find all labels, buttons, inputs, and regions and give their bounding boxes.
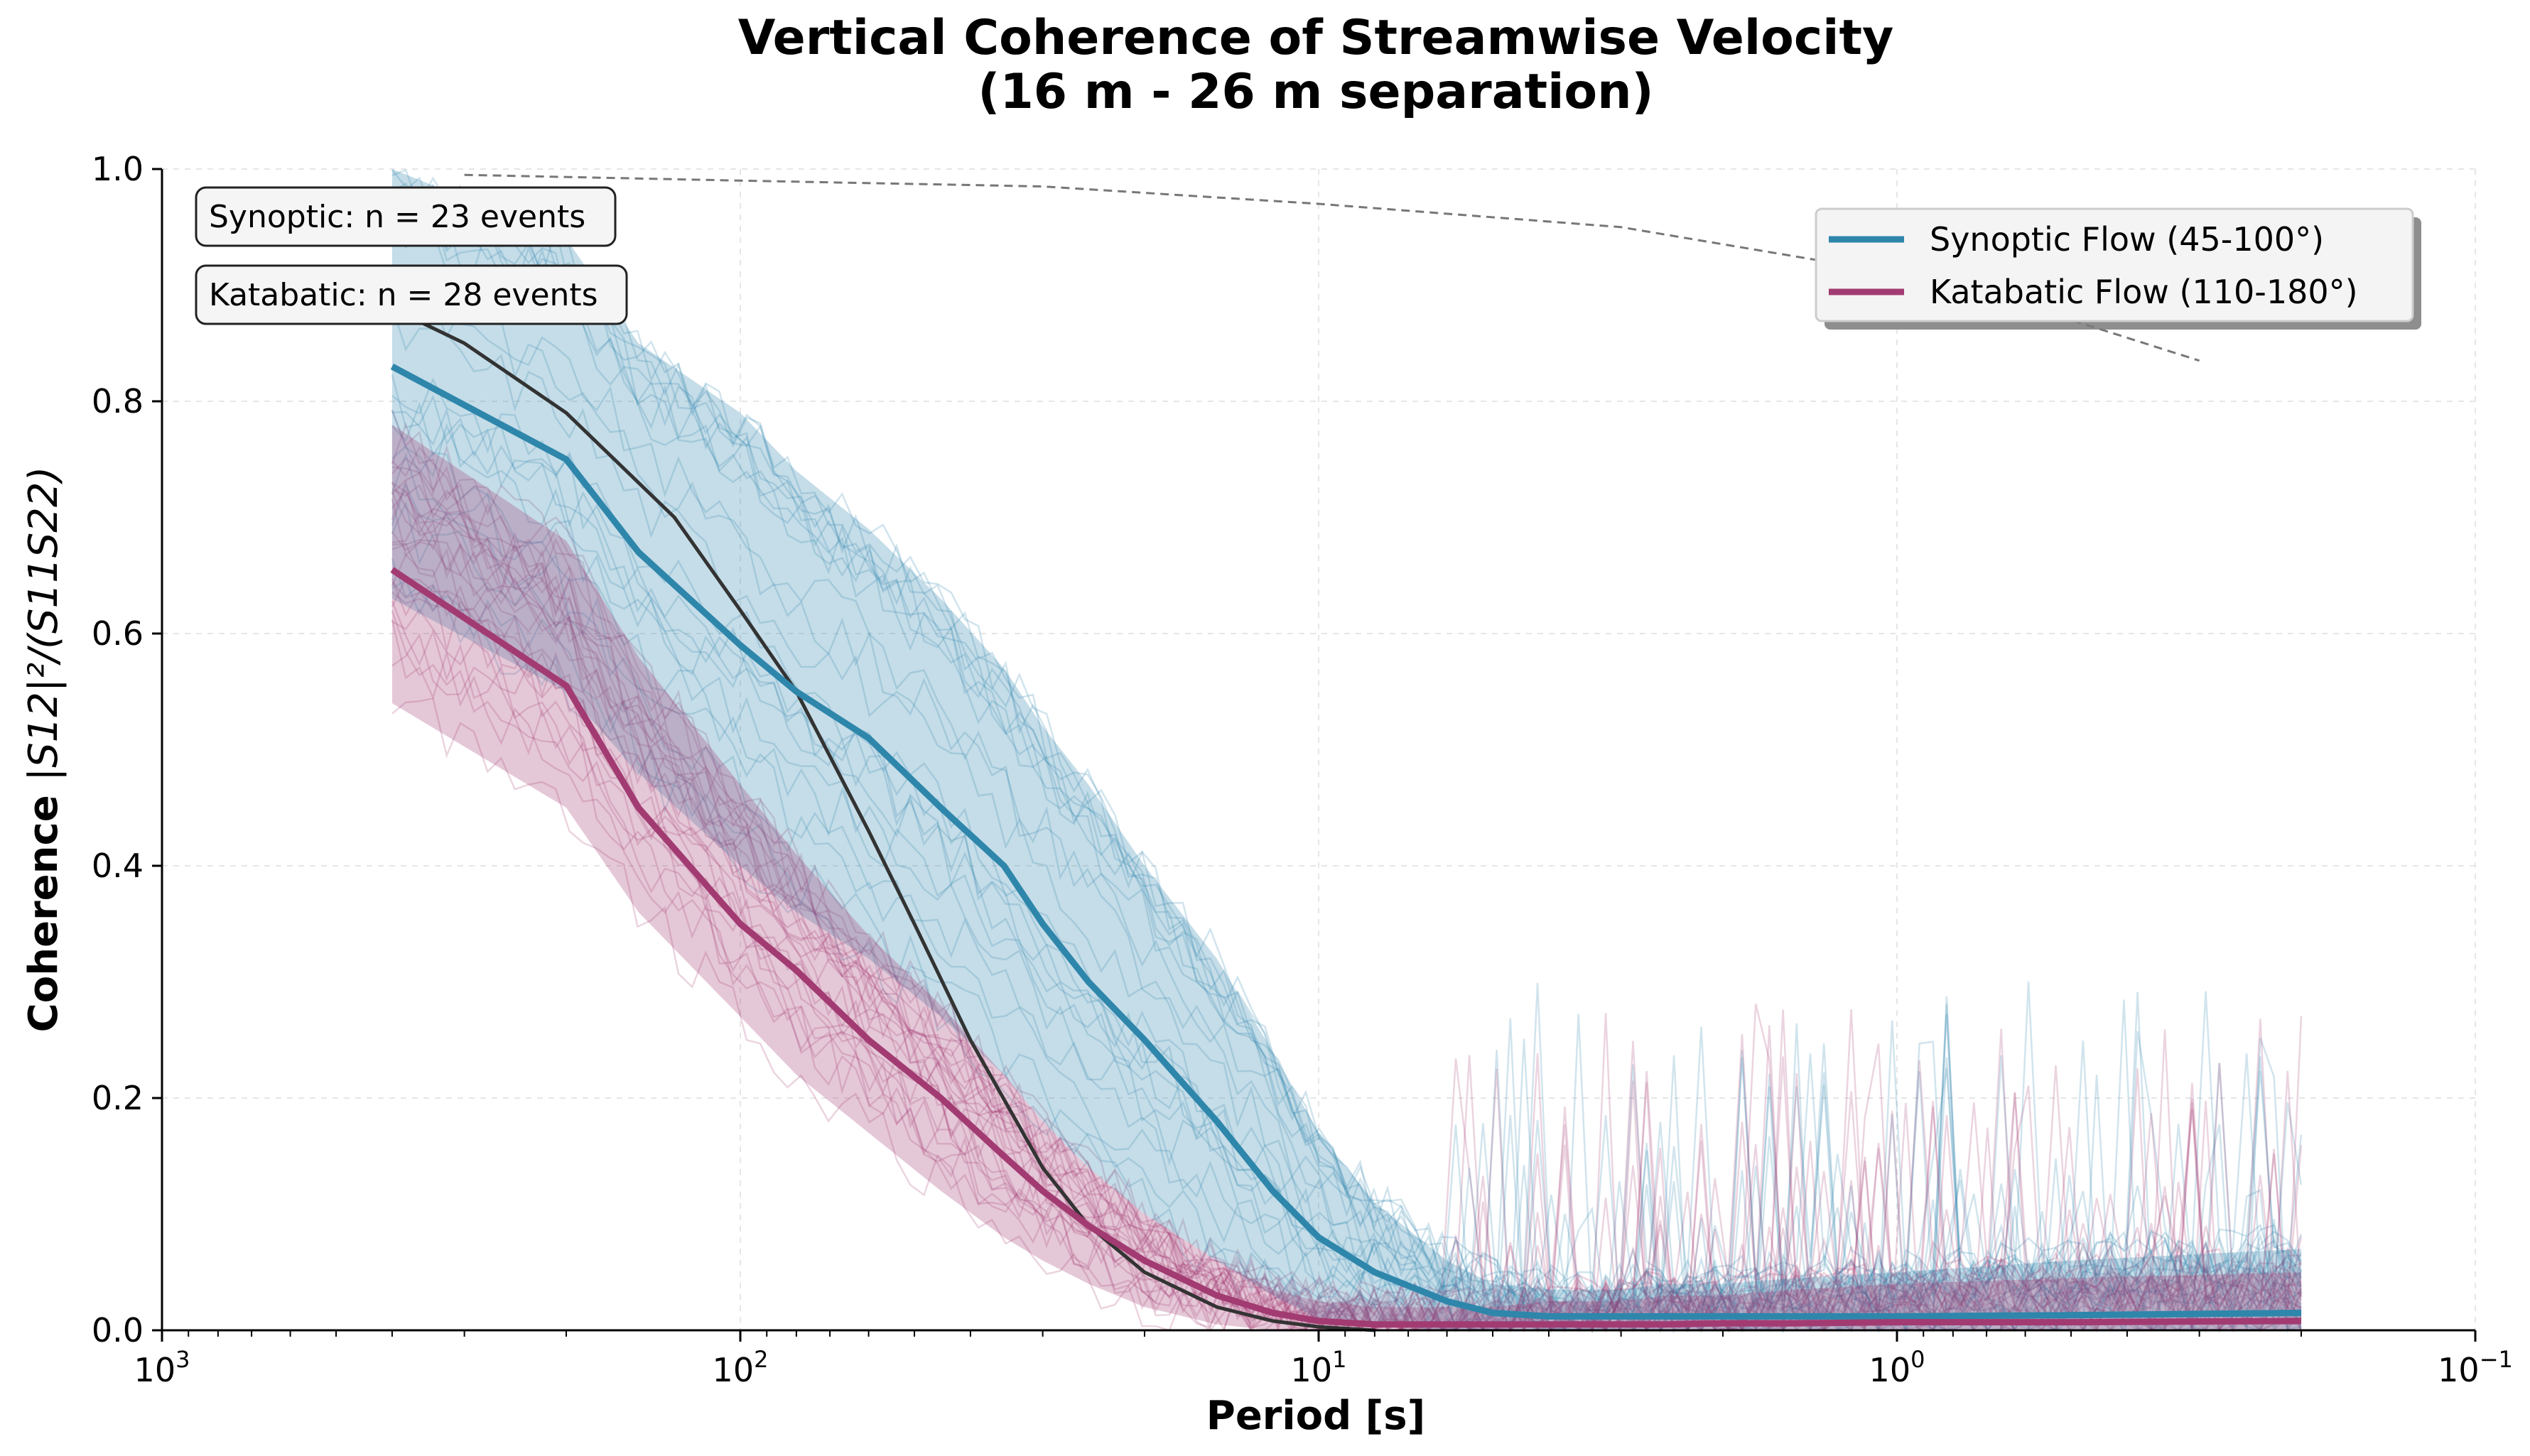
tick-labels: 0.0 0.2 0.4 0.6 0.8 1.0 103 102 101 100 10−1 xyxy=(92,150,2513,1389)
y-tick-label: 0.2 xyxy=(92,1079,144,1117)
x-tick-label: 10−1 xyxy=(2438,1346,2513,1389)
event-trace xyxy=(391,531,2303,1333)
event-trace xyxy=(391,407,2302,1334)
x-tick-label: 101 xyxy=(1291,1346,1347,1389)
chart-title-line2: (16 m - 26 m separation) xyxy=(978,64,1653,120)
event-trace xyxy=(391,422,2302,1332)
event-trace xyxy=(391,581,2303,1332)
chart-title-line1: Vertical Coherence of Streamwise Velocit… xyxy=(738,10,1894,66)
event-trace xyxy=(391,491,2303,1332)
event-trace xyxy=(391,482,2301,1334)
event-trace xyxy=(391,207,2303,1323)
y-tick-label: 0.6 xyxy=(92,614,144,653)
reference-curves xyxy=(391,173,2200,1332)
x-tick-label: 100 xyxy=(1869,1346,1925,1389)
mean-lines xyxy=(390,364,2302,1328)
legend-label-katabatic: Katabatic Flow (110-180°) xyxy=(1930,273,2358,311)
annotation-synoptic: Synoptic: n = 23 events xyxy=(209,199,585,235)
annotation-box-katabatic xyxy=(195,264,628,325)
event-trace xyxy=(391,192,2303,1318)
legend-label-synoptic: Synoptic Flow (45-100°) xyxy=(1930,220,2324,259)
event-trace xyxy=(391,409,2302,1333)
mean-line-synoptic xyxy=(390,364,2302,1320)
annotation-katabatic: Katabatic: n = 28 events xyxy=(209,277,598,313)
y-tick-label: 0.8 xyxy=(92,382,144,420)
event-trace xyxy=(391,168,2302,1318)
event-trace xyxy=(391,207,2303,1315)
event-trace xyxy=(391,558,2303,1334)
event-trace xyxy=(391,482,2302,1332)
event-trace xyxy=(391,591,2302,1333)
event-trace xyxy=(391,445,2302,1332)
y-tick-label: 0.0 xyxy=(92,1311,144,1349)
event-trace xyxy=(391,472,2302,1332)
event-trace xyxy=(391,176,2302,1319)
event-trace xyxy=(391,538,2303,1332)
y-axis-label: Coherence |S12|²/(S11S22) xyxy=(21,467,67,1033)
event-trace xyxy=(391,401,2303,1333)
event-trace xyxy=(391,479,2302,1332)
legend-box xyxy=(1815,207,2414,322)
legend: Synoptic Flow (45-100°) Katabatic Flow (… xyxy=(1815,207,2421,330)
x-tick-label: 103 xyxy=(134,1346,190,1389)
event-trace xyxy=(391,271,2303,1329)
event-trace xyxy=(391,287,2303,1331)
event-trace xyxy=(391,374,2303,1334)
x-axis-label: Period [s] xyxy=(1206,1393,1425,1439)
event-trace xyxy=(391,169,2303,1313)
event-trace xyxy=(391,489,2303,1332)
event-trace xyxy=(391,466,2303,1332)
y-axis-label-math: |S12|²/(S11S22) xyxy=(21,467,67,781)
event-trace xyxy=(391,553,2302,1334)
confidence-band-katabatic xyxy=(391,424,2302,1331)
y-tick-label: 1.0 xyxy=(92,150,144,188)
event-count-annotations: Synoptic: n = 23 events Katabatic: n = 2… xyxy=(195,186,628,325)
event-trace xyxy=(391,205,2303,1324)
event-trace xyxy=(391,512,2303,1333)
annotation-box-synoptic xyxy=(195,186,617,247)
y-tick-label: 0.4 xyxy=(92,847,144,885)
y-axis-label-main: Coherence xyxy=(21,781,67,1033)
event-trace xyxy=(391,410,2302,1333)
event-trace xyxy=(391,176,2302,1318)
event-trace xyxy=(391,190,2303,1320)
mean-line-katabatic xyxy=(390,567,2302,1328)
x-tick-label: 102 xyxy=(713,1346,769,1389)
reference-curve-solid xyxy=(391,306,1375,1332)
event-trace xyxy=(391,457,2302,1332)
event-trace xyxy=(391,498,2302,1333)
